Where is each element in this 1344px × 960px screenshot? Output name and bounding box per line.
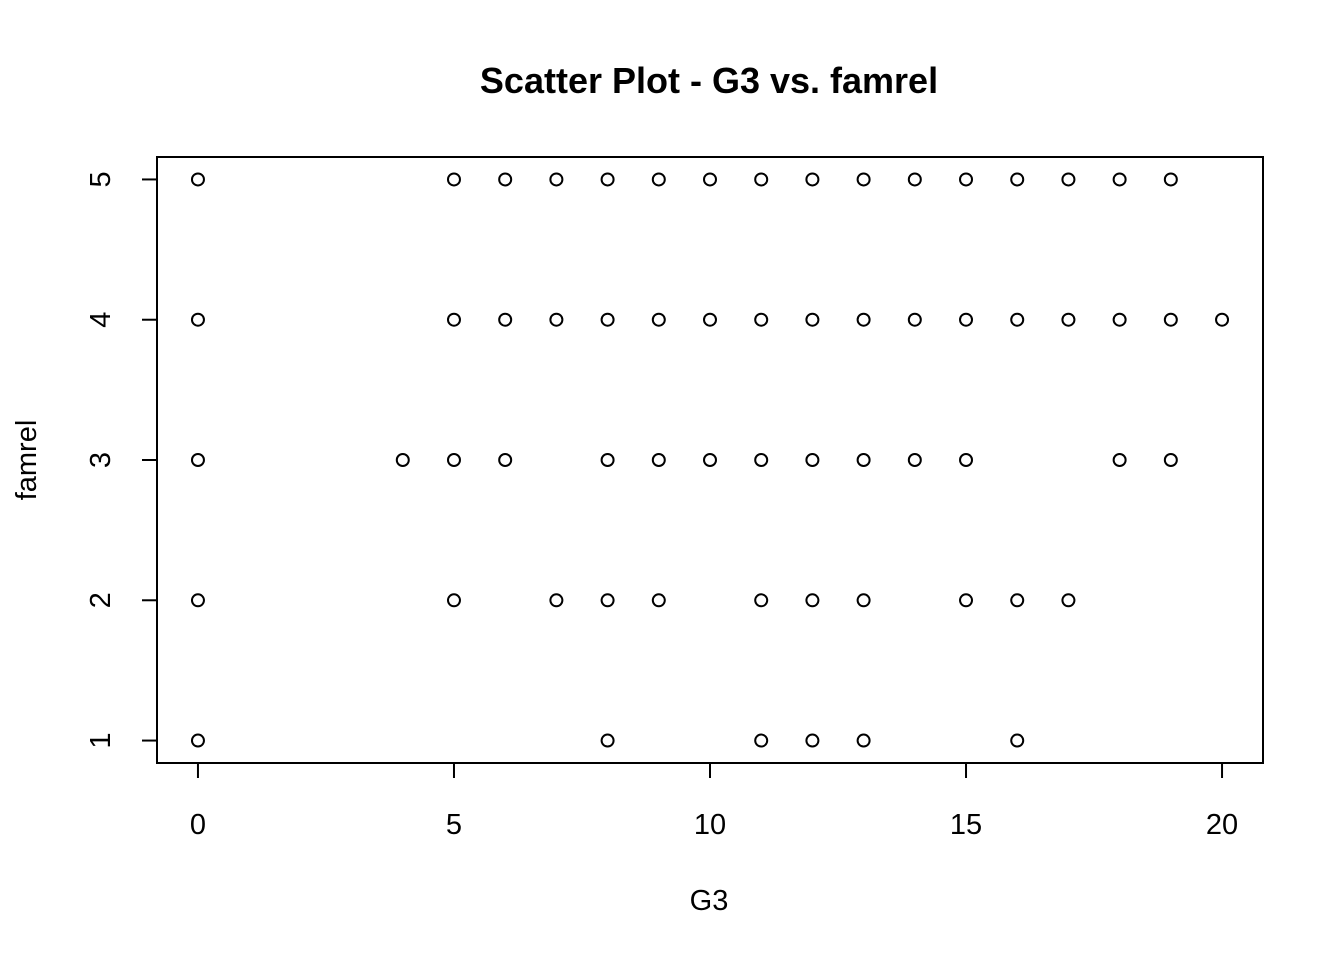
scatter-point [1061,312,1076,327]
scatter-point [754,172,769,187]
scatter-point [1112,312,1127,327]
scatter-point [856,312,871,327]
scatter-point [856,593,871,608]
scatter-point [1010,593,1025,608]
scatter-point [1163,453,1178,467]
scatter-point [1163,312,1178,327]
scatter-point [651,172,666,187]
y-tick-label: 1 [85,732,117,748]
scatter-point [959,312,974,327]
y-tick-label: 3 [85,452,117,468]
scatter-point [1061,172,1076,187]
x-tick-label: 20 [1206,809,1238,841]
scatter-point [1112,172,1127,187]
scatter-point [498,453,513,467]
scatter-point [856,172,871,187]
scatter-point [549,593,564,608]
scatter-point [190,312,205,327]
x-tick-label: 15 [950,809,982,841]
y-tick-label: 2 [85,592,117,608]
scatter-point [190,453,205,467]
scatter-point [805,453,820,467]
scatter-point [1112,453,1127,467]
scatter-point [907,453,922,467]
scatter-point [856,733,871,748]
scatter-point [1061,593,1076,608]
scatter-point [395,453,410,467]
scatter-point [498,172,513,187]
y-axis-label: famrel [11,420,43,501]
y-tick-label: 4 [85,312,117,328]
scatter-point [754,733,769,748]
scatter-point [600,312,615,327]
scatter-point [190,593,205,608]
scatter-point [651,593,666,608]
x-tick-label: 5 [446,809,462,841]
scatter-point [651,453,666,467]
scatter-point [498,312,513,327]
plot-frame [156,156,1264,764]
scatter-point [190,733,205,748]
scatter-point [446,172,461,187]
scatter-point [754,453,769,467]
scatter-point [907,312,922,327]
scatter-point [1010,172,1025,187]
x-axis-label: G3 [690,885,729,917]
scatter-point [805,172,820,187]
scatter-point [190,172,205,187]
scatter-point [1215,312,1230,327]
scatter-point [1010,733,1025,748]
y-tick-label: 5 [85,171,117,187]
scatter-point [703,312,717,327]
scatter-point [446,453,461,467]
data-points [190,172,1230,748]
scatter-point [703,172,717,187]
x-tick-label: 10 [694,809,726,841]
scatter-point [907,172,922,187]
x-axis: 0 5 10 15 20 [190,762,1238,841]
chart-title: Scatter Plot - G3 vs. famrel [480,60,938,101]
scatter-point [1010,312,1025,327]
scatter-point [549,312,564,327]
scatter-point [959,453,974,467]
scatter-point [600,733,615,748]
scatter-point [959,593,974,608]
y-axis: 1 2 3 4 5 [85,171,158,749]
scatter-point [600,172,615,187]
scatter-point [651,312,666,327]
x-tick-label: 0 [190,809,206,841]
scatter-point [856,453,871,467]
scatter-point [600,453,615,467]
scatter-point [805,312,820,327]
scatter-point [703,453,717,467]
scatter-point [805,593,820,608]
scatter-point [1163,172,1178,187]
scatter-point [549,172,564,187]
scatter-point [754,312,769,327]
scatter-point [600,593,615,608]
scatter-point [446,312,461,327]
scatter-point [754,593,769,608]
scatter-point [446,593,461,608]
scatter-point [805,733,820,748]
scatter-point [959,172,974,187]
